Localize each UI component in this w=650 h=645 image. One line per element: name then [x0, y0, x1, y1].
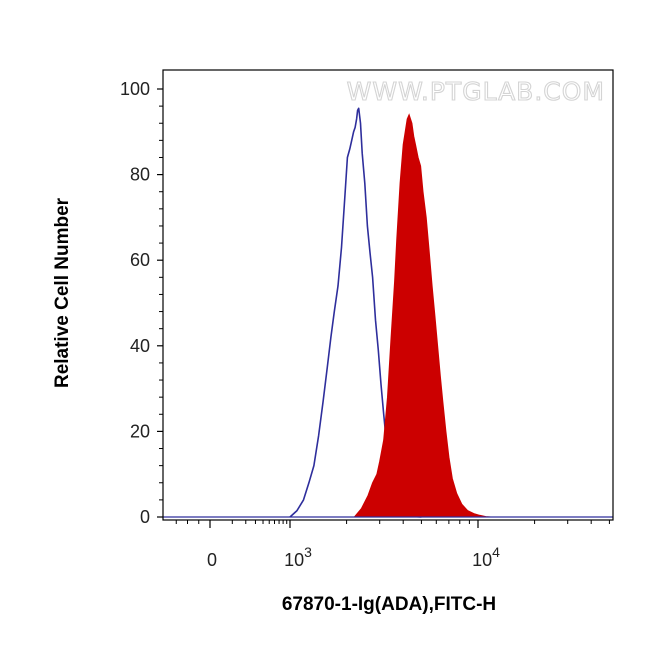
x-tick-label-base: 10	[472, 550, 492, 570]
y-tick-label: 0	[140, 507, 150, 527]
y-tick-label: 100	[120, 79, 150, 99]
x-tick-label: 0	[207, 550, 217, 570]
plot-frame	[162, 69, 614, 521]
y-tick-label: 60	[130, 250, 150, 270]
x-tick-label: 104	[472, 544, 500, 570]
x-axis-title: 67870-1-Ig(ADA),FITC-H	[282, 594, 496, 615]
x-tick-label-base: 10	[284, 550, 304, 570]
series-layer	[163, 107, 613, 518]
watermark: WWW.PTGLAB.COM	[347, 77, 605, 106]
x-tick-label: 103	[284, 544, 312, 570]
y-tick-label: 40	[130, 336, 150, 356]
x-tick-label-exponent: 4	[492, 544, 500, 560]
y-tick-label: 20	[130, 421, 150, 441]
x-tick-label-base: 0	[207, 550, 217, 570]
y-axis-title: Relative Cell Number	[52, 197, 73, 388]
histogram-filled-series-1	[353, 113, 491, 518]
x-tick-label-exponent: 3	[304, 544, 312, 560]
y-tick-label: 80	[130, 165, 150, 185]
